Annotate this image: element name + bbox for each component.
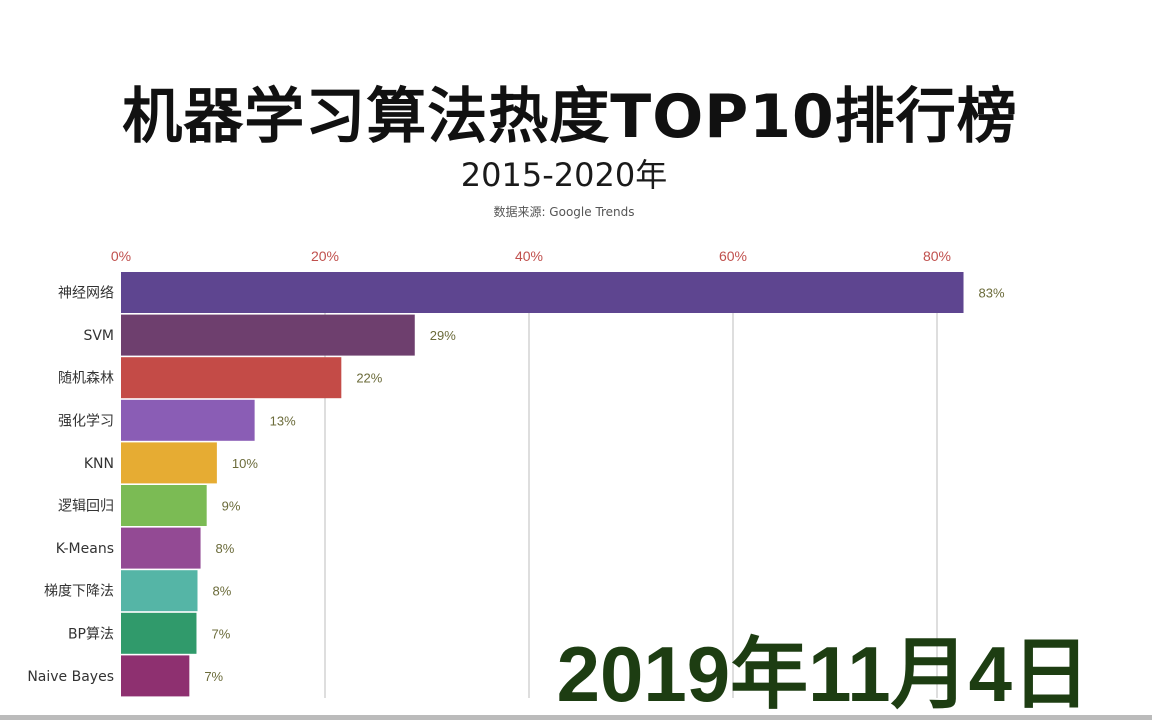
value-label: 7% <box>204 669 223 684</box>
value-label: 8% <box>216 541 235 556</box>
category-label: SVM <box>83 328 114 344</box>
x-tick-label: 60% <box>719 248 747 264</box>
data-source: 数据来源: Google Trends <box>493 205 635 219</box>
value-label: 13% <box>270 413 296 428</box>
bar <box>121 612 197 654</box>
x-tick-label: 40% <box>515 248 543 264</box>
value-label: 10% <box>232 456 258 471</box>
category-label: K-Means <box>56 541 114 557</box>
x-tick-label: 20% <box>311 248 339 264</box>
value-label: 7% <box>211 626 230 641</box>
bar <box>121 272 964 313</box>
bottom-bar <box>0 715 1152 720</box>
category-label: BP算法 <box>68 626 114 642</box>
bar <box>121 485 207 526</box>
value-label: 83% <box>979 286 1005 301</box>
x-tick-label: 0% <box>111 248 131 264</box>
value-label: 22% <box>356 371 382 386</box>
category-label: KNN <box>84 456 114 472</box>
category-label: 随机森林 <box>58 371 114 387</box>
value-label: 8% <box>213 584 232 599</box>
category-label: 梯度下降法 <box>44 584 114 600</box>
category-label: 神经网络 <box>58 286 114 302</box>
category-label: Naive Bayes <box>27 669 114 685</box>
x-tick-label: 80% <box>923 248 951 264</box>
bar <box>121 655 190 697</box>
bar <box>121 314 415 356</box>
chart-title: 机器学习算法热度TOP10排行榜 <box>122 82 1018 152</box>
category-label: 逻辑回归 <box>58 498 114 515</box>
bar <box>121 399 255 441</box>
chart-subtitle: 2015-2020年 <box>460 156 668 194</box>
bar <box>121 442 217 484</box>
bar <box>121 357 342 399</box>
category-label: 强化学习 <box>58 413 114 429</box>
bar <box>121 527 201 569</box>
date-label: 2019年11月4日 <box>556 630 1090 718</box>
value-label: 9% <box>222 499 241 514</box>
bar <box>121 570 198 612</box>
value-label: 29% <box>430 328 456 343</box>
